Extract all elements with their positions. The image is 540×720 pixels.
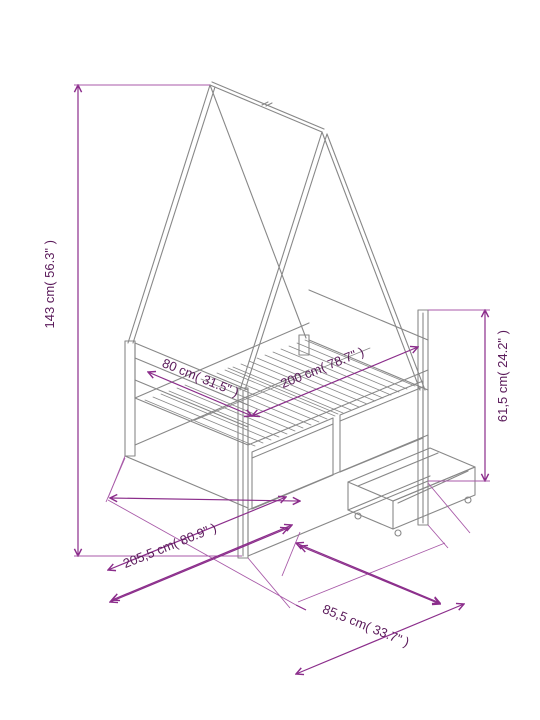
dim-final bbox=[0, 0, 540, 720]
diagram-container: 143 cm( 56.3" ) 80 cm( 31.5" ) 200 cm( 7… bbox=[0, 0, 540, 720]
